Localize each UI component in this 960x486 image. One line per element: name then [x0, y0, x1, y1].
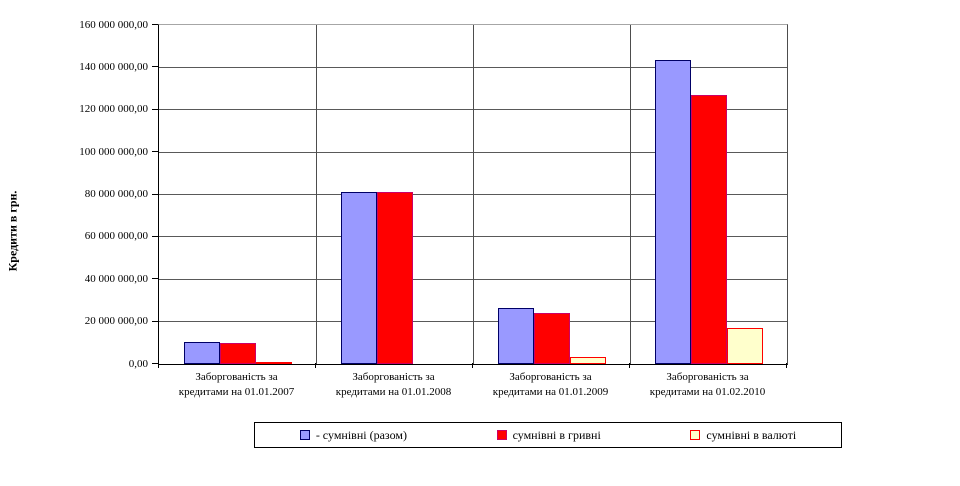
x-tick-mark: [786, 363, 787, 368]
y-tick-mark: [152, 66, 158, 68]
x-category-label-line: кредитами на 01.01.2007: [178, 386, 295, 398]
y-tick-mark: [152, 320, 158, 322]
legend-label: - сумнівні (разом): [315, 427, 407, 442]
y-tick-mark: [152, 363, 158, 364]
bar-3-cat3: [569, 357, 606, 364]
x-category-label-line: Заборгованість за: [666, 371, 749, 383]
bar-1-cat1: [183, 341, 220, 364]
bar-1-cat2: [340, 191, 377, 364]
x-category-label-line: Заборгованість за: [352, 371, 435, 383]
y-tick-label: 160 000 000,00: [79, 18, 148, 31]
bar-2-cat3: [533, 312, 570, 364]
x-category-label-line: кредитами на 01.01.2009: [492, 386, 609, 398]
x-category-label-line: кредитами на 01.02.2010: [649, 386, 766, 398]
category-separator: [629, 25, 631, 364]
legend-item: - сумнівні (разом): [299, 427, 407, 443]
y-tick-label: 40 000 000,00: [84, 272, 148, 285]
x-category-label: Заборгованість за кредитами на 01.01.2009: [472, 370, 629, 400]
y-tick-label: 120 000 000,00: [79, 103, 148, 116]
x-tick-mark: [472, 363, 473, 368]
bar-3-cat1: [255, 362, 292, 364]
bar-2-cat4: [690, 95, 727, 364]
legend-label: сумнівні в валюті: [706, 427, 797, 442]
category-separator: [315, 25, 317, 364]
x-category-label-line: Заборгованість за: [509, 371, 592, 383]
x-category-label-line: кредитами на 01.01.2008: [335, 386, 452, 398]
x-tick-mark: [629, 363, 630, 368]
y-tick-mark: [152, 278, 158, 280]
y-tick-label: 60 000 000,00: [84, 230, 148, 243]
y-tick-label: 0,00: [128, 357, 148, 370]
plot-area: [158, 24, 788, 365]
y-tick-label: 80 000 000,00: [84, 188, 148, 200]
y-tick-label: 140 000 000,00: [79, 60, 148, 73]
x-category-label: Заборгованість за кредитами на 01.02.2010: [629, 370, 786, 400]
x-category-label-line: Заборгованість за: [195, 371, 278, 383]
x-category-label: Заборгованість за кредитами на 01.01.2008: [315, 370, 472, 400]
legend: - сумнівні (разом) сумнівні в гривні сумні…: [254, 422, 842, 448]
y-tick-mark: [152, 151, 158, 153]
bar-3-cat4: [726, 328, 763, 364]
bar-1-cat4: [654, 60, 691, 364]
y-tick-mark: [152, 193, 158, 195]
legend-label: сумнівні в гривні: [512, 427, 601, 442]
x-tick-mark: [315, 363, 316, 368]
bar-1-cat3: [497, 307, 534, 364]
bar-2-cat2: [376, 191, 413, 364]
legend-item: сумнівні в гривні: [496, 427, 601, 443]
bar-2-cat1: [219, 343, 256, 364]
y-axis-title: Кредити в грн.: [5, 190, 20, 272]
y-tick-mark: [152, 24, 158, 25]
y-tick-label: 100 000 000,00: [79, 145, 148, 158]
x-category-label: Заборгованість за кредитами на 01.01.2007: [158, 370, 315, 400]
y-tick-label: 20 000 000,00: [84, 315, 148, 328]
y-tick-mark: [152, 108, 158, 110]
legend-swatch-1: [299, 430, 310, 440]
legend-swatch-2: [496, 430, 507, 440]
category-separator: [472, 25, 474, 364]
x-tick-mark: [158, 363, 159, 368]
y-tick-mark: [152, 235, 158, 237]
legend-swatch-3: [690, 430, 701, 440]
legend-item: сумнівні в валюті: [690, 428, 796, 443]
